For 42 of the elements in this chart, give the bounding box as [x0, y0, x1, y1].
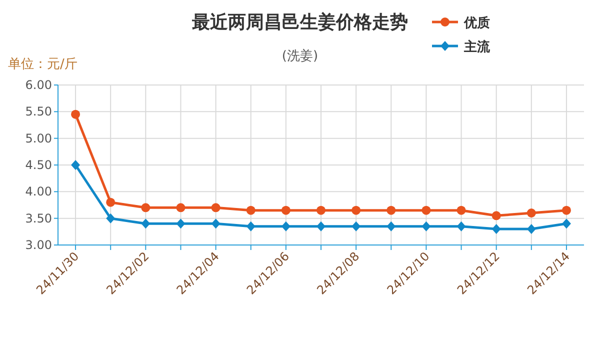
chart-title: 最近两周昌邑生姜价格走势 — [191, 11, 408, 33]
point — [352, 206, 361, 215]
point — [316, 221, 326, 232]
point — [106, 198, 116, 207]
y-tick-label: 5.50 — [25, 104, 52, 119]
y-tick-label: 5.00 — [25, 131, 52, 146]
y-tick-label: 3.00 — [25, 238, 52, 252]
y-tick-label: 4.50 — [25, 158, 52, 172]
point — [386, 206, 396, 215]
point — [176, 218, 186, 229]
point — [492, 224, 501, 234]
point — [422, 221, 431, 232]
point — [456, 206, 466, 215]
point — [526, 208, 536, 218]
point — [141, 218, 150, 229]
point — [211, 218, 220, 229]
point — [211, 203, 220, 212]
point — [141, 203, 150, 212]
point — [352, 221, 361, 232]
point — [562, 218, 571, 229]
point — [386, 221, 396, 232]
y-axis-title: 单位：元/斤 — [8, 57, 78, 72]
point — [492, 211, 501, 220]
point — [562, 206, 571, 215]
point — [176, 203, 186, 212]
point — [456, 221, 466, 232]
point — [281, 221, 290, 232]
y-tick-label: 3.50 — [25, 211, 52, 226]
point — [316, 206, 326, 215]
point — [526, 224, 536, 234]
chart-subtitle: (洗姜) — [282, 48, 318, 64]
point — [422, 206, 431, 215]
y-tick-label: 6.00 — [25, 78, 52, 92]
legend-label: 优质 — [463, 15, 490, 31]
point — [246, 206, 256, 215]
y-tick-label: 4.00 — [25, 184, 52, 199]
point — [106, 213, 116, 224]
point — [246, 221, 256, 232]
point — [281, 206, 290, 215]
legend-label: 主流 — [463, 39, 491, 55]
point — [71, 160, 80, 170]
point — [71, 110, 80, 119]
